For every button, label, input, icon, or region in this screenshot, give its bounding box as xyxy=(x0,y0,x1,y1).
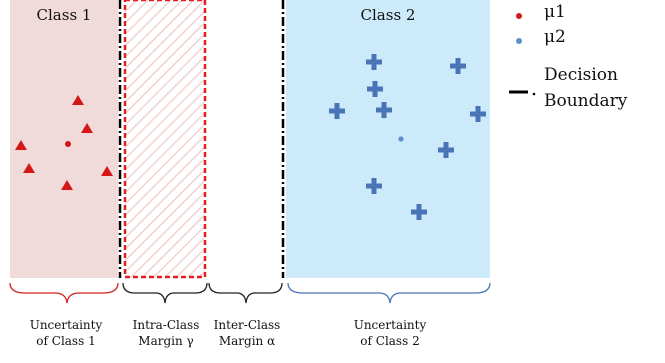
annotation-line: of Class 1 xyxy=(36,333,96,348)
legend-mu1-marker xyxy=(516,13,522,19)
legend-boundary-line2: Boundary xyxy=(544,91,628,111)
brace-inter-class xyxy=(208,282,283,304)
class1-triangle xyxy=(61,180,73,190)
class2-mean-point xyxy=(398,136,404,142)
class1-region xyxy=(10,0,118,278)
class2-plus xyxy=(367,81,383,97)
brace-uncertainty-class1 xyxy=(9,282,119,304)
annotation-line: Uncertainty xyxy=(353,318,427,332)
class1-title: Class 1 xyxy=(36,6,92,24)
annotation-inter-class-margin: Inter-Class Margin α xyxy=(207,318,287,349)
class2-title: Class 2 xyxy=(360,6,416,24)
annotation-line: of Class 2 xyxy=(360,333,420,348)
annotation-line: Uncertainty xyxy=(29,318,103,332)
class2-plus xyxy=(438,142,454,158)
class2-plus xyxy=(366,178,382,194)
class2-region xyxy=(286,0,490,278)
legend-mu1-label: μ1 xyxy=(544,2,566,22)
class1-triangle xyxy=(81,123,93,133)
class1-markers xyxy=(15,95,113,190)
class2-plus xyxy=(329,103,345,119)
class1-triangle xyxy=(101,166,113,176)
legend-mu2-marker xyxy=(516,38,522,44)
annotation-intra-class-margin: Intra-Class Margin γ xyxy=(124,318,208,349)
brace-intra-class xyxy=(122,282,208,304)
brace-uncertainty-class2 xyxy=(287,282,491,304)
class2-plus xyxy=(366,54,382,70)
annotation-line: Margin α xyxy=(218,333,276,348)
annotation-line: Margin γ xyxy=(138,333,194,348)
annotation-uncertainty-class1: Uncertainty of Class 1 xyxy=(8,318,124,349)
class1-triangle xyxy=(72,95,84,105)
legend-boundary-dot xyxy=(532,92,536,96)
class2-plus xyxy=(376,102,392,118)
annotation-uncertainty-class2: Uncertainty of Class 2 xyxy=(330,318,450,349)
intra-class-margin-box xyxy=(123,0,207,279)
class2-plus xyxy=(450,58,466,74)
legend-boundary-line1: Decision xyxy=(544,65,618,85)
class1-triangle xyxy=(15,140,27,150)
class1-triangle xyxy=(23,163,35,173)
annotation-line: Inter-Class xyxy=(213,318,281,332)
class2-markers xyxy=(329,54,486,220)
class1-mean-point xyxy=(65,141,71,147)
annotation-line: Intra-Class xyxy=(132,318,200,332)
class2-plus xyxy=(470,106,486,122)
class2-plus xyxy=(411,204,427,220)
legend-mu2-label: μ2 xyxy=(544,27,566,47)
